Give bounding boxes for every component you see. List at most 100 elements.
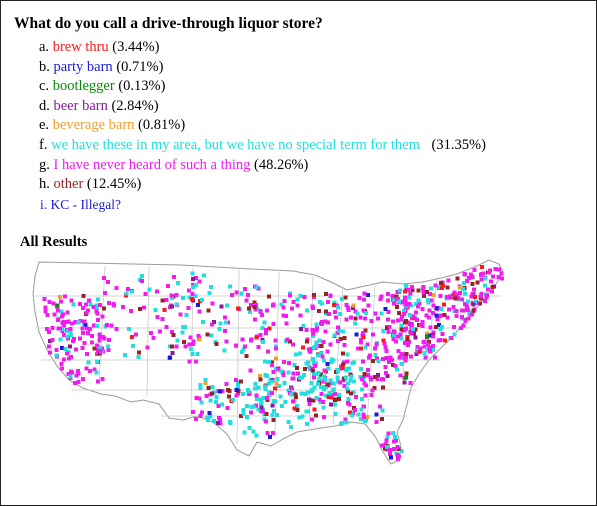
response-dot xyxy=(440,286,445,290)
response-dot xyxy=(363,383,368,388)
response-dot xyxy=(51,301,56,306)
response-dot xyxy=(429,298,434,303)
response-dot xyxy=(56,308,60,313)
response-dot xyxy=(66,371,71,376)
response-dot xyxy=(470,292,475,296)
response-dot xyxy=(172,275,177,280)
response-dot xyxy=(153,308,158,313)
response-dot xyxy=(438,294,443,299)
response-dot xyxy=(470,275,475,279)
response-dot xyxy=(373,353,378,358)
response-dot xyxy=(259,402,264,407)
response-dot xyxy=(234,393,239,398)
response-dot xyxy=(242,287,247,291)
response-dot xyxy=(410,326,415,331)
response-dot xyxy=(384,445,389,449)
response-dot xyxy=(451,305,456,309)
response-dot xyxy=(151,336,156,341)
response-dot xyxy=(191,409,196,414)
response-dot xyxy=(479,271,484,276)
response-dot xyxy=(245,403,250,408)
response-dot xyxy=(376,316,381,321)
response-dot xyxy=(324,291,328,296)
response-dot xyxy=(373,375,377,380)
option-label: we have these in my area, but we have no… xyxy=(51,136,420,153)
response-dot xyxy=(481,271,486,276)
response-dot xyxy=(264,373,269,378)
response-dot xyxy=(305,422,309,427)
response-dot xyxy=(336,369,341,374)
response-dot xyxy=(253,307,258,312)
response-dot xyxy=(428,348,433,353)
response-dot xyxy=(190,271,195,276)
response-dot xyxy=(234,290,239,295)
response-dot xyxy=(84,311,89,316)
response-dot xyxy=(390,319,395,324)
response-dot xyxy=(326,395,331,400)
response-dot xyxy=(384,348,389,353)
response-dot xyxy=(65,310,70,315)
option-percent: (0.71%) xyxy=(116,58,164,75)
response-dot xyxy=(62,294,67,299)
response-dot xyxy=(301,324,306,329)
response-dot xyxy=(422,344,427,349)
response-dot xyxy=(414,301,418,306)
response-dot xyxy=(489,289,494,294)
response-dot xyxy=(94,303,99,308)
response-dot xyxy=(361,415,366,419)
response-dot xyxy=(396,447,401,452)
response-dot xyxy=(69,369,73,374)
response-dot xyxy=(235,380,240,385)
response-dot xyxy=(95,311,100,316)
response-dot xyxy=(281,305,286,310)
response-dot xyxy=(60,345,64,350)
answer-option-i: i. KC - Illegal? xyxy=(39,195,486,216)
response-dot xyxy=(379,416,384,421)
response-dot xyxy=(362,372,367,377)
response-dot xyxy=(273,386,277,391)
response-dot xyxy=(321,405,326,410)
response-dot xyxy=(78,301,82,306)
response-dot xyxy=(283,399,288,404)
response-dot xyxy=(362,419,367,423)
response-dot xyxy=(66,319,71,324)
response-dot xyxy=(259,400,264,405)
response-dot xyxy=(155,315,160,319)
response-dot xyxy=(187,359,192,364)
response-dot xyxy=(276,367,281,372)
response-dot xyxy=(469,272,473,277)
response-dot xyxy=(408,312,412,317)
response-dot xyxy=(241,411,246,416)
response-dot xyxy=(68,374,73,379)
response-dot xyxy=(340,366,345,371)
response-dot xyxy=(218,389,223,394)
response-dot xyxy=(254,393,259,398)
response-dot xyxy=(45,313,50,318)
response-dot xyxy=(424,313,429,318)
response-dot xyxy=(345,381,350,386)
response-dot xyxy=(253,403,258,408)
response-dot xyxy=(270,363,275,368)
response-dot xyxy=(226,320,230,325)
response-dot xyxy=(314,328,319,333)
response-dot xyxy=(442,313,447,318)
response-dot xyxy=(65,336,70,341)
response-dot xyxy=(363,393,368,398)
response-dot xyxy=(263,386,268,391)
response-dot xyxy=(276,383,281,388)
response-dot xyxy=(295,403,300,408)
response-dot xyxy=(95,343,99,348)
response-dot xyxy=(225,406,230,411)
response-dot xyxy=(103,291,108,296)
response-dot xyxy=(76,371,81,376)
response-dot xyxy=(437,323,441,328)
response-dot xyxy=(390,294,395,298)
response-dot xyxy=(413,310,418,315)
response-dot xyxy=(323,329,328,334)
response-dot xyxy=(274,356,279,361)
response-dot xyxy=(241,347,246,352)
response-dot xyxy=(358,375,363,379)
response-dot xyxy=(60,314,65,319)
response-dot xyxy=(335,303,340,308)
response-dot xyxy=(333,397,338,402)
